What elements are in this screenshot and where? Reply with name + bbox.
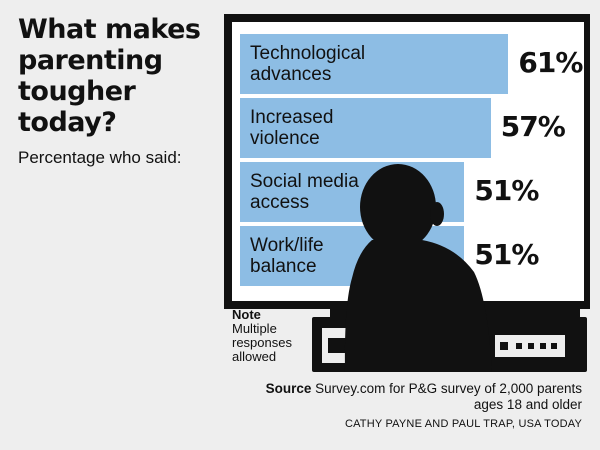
bar-value-label: 57% <box>500 110 566 143</box>
chart-title: What makes parenting tougher today? <box>18 14 201 138</box>
source-text: Survey.com for P&G survey of 2,000 paren… <box>315 381 582 412</box>
bar <box>240 34 509 94</box>
bar-label: Social media access <box>250 171 359 213</box>
note-text: Multiple responses allowed <box>232 321 292 364</box>
bar-value-label: 51% <box>474 238 539 271</box>
chart-subtitle: Percentage who said: <box>18 148 182 167</box>
note-heading: Note <box>232 307 261 322</box>
bar-value-label: 51% <box>474 174 539 207</box>
bar-label: Work/life balance <box>250 235 324 277</box>
bar <box>240 98 491 158</box>
source: Source Survey.com for P&G survey of 2,00… <box>266 381 582 413</box>
source-label: Source <box>265 381 312 396</box>
child-body <box>344 240 492 372</box>
credit: CATHY PAYNE AND PAUL TRAP, USA TODAY <box>344 418 582 430</box>
bar-label: Technological advances <box>250 43 366 85</box>
child-head <box>360 164 436 250</box>
note: Note Multiple responses allowed <box>232 308 292 364</box>
bar-label: Increased violence <box>250 107 334 149</box>
bar-value-label: 61% <box>518 46 583 79</box>
